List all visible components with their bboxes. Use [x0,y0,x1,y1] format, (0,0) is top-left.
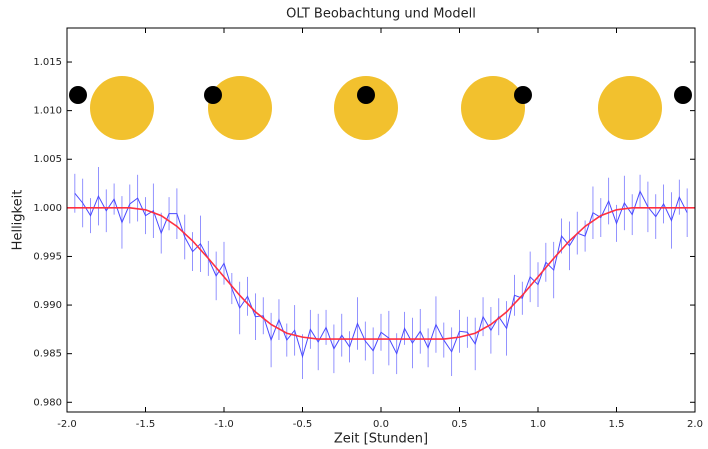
star [334,76,398,140]
star [598,76,662,140]
x-tick-label: 0.0 [373,419,389,430]
star [208,76,272,140]
planet [69,86,87,104]
y-tick-label: 0.995 [33,251,62,262]
star [90,76,154,140]
chart: OLT Beobachtung und Modell Zeit [Stunden… [0,0,708,449]
x-tick-label: -1.5 [136,419,156,430]
y-tick-label: 0.980 [33,397,62,408]
x-tick-label: -1.0 [214,419,234,430]
y-tick-label: 1.005 [33,154,62,165]
y-tick-label: 1.000 [33,203,62,214]
planet [674,86,692,104]
planet [204,86,222,104]
y-tick-label: 1.015 [33,57,62,68]
x-axis-label: Zeit [Stunden] [334,432,428,447]
x-tick-label: 1.5 [609,419,625,430]
chart-title: OLT Beobachtung und Modell [286,7,476,22]
y-axis-label: Helligkeit [11,190,26,251]
x-tick-label: -0.5 [293,419,313,430]
planet [514,86,532,104]
y-tick-label: 0.990 [33,300,62,311]
star [461,76,525,140]
planet [357,86,375,104]
x-tick-label: 1.0 [530,419,546,430]
x-tick-label: 0.5 [452,419,468,430]
x-tick-label: -2.0 [57,419,77,430]
y-tick-label: 1.010 [33,106,62,117]
y-tick-label: 0.985 [33,349,62,360]
x-tick-label: 2.0 [687,419,703,430]
